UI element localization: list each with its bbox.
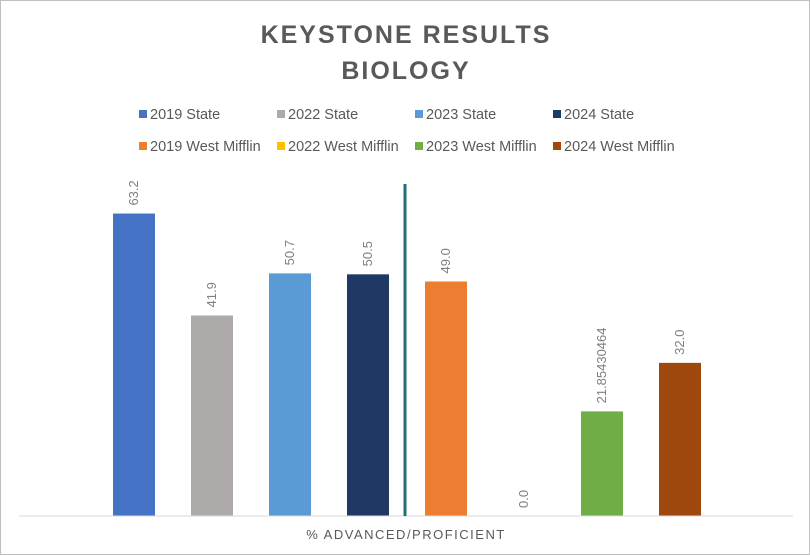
- data-label-group: 63.2 41.9 50.7 50.5 49.0 0.0 21.85430464 32.0: [126, 180, 687, 508]
- data-label: 50.7: [282, 240, 297, 265]
- legend-swatch: [277, 110, 285, 118]
- legend-label: 2019 West Mifflin: [150, 139, 261, 155]
- x-axis-title: % ADVANCED/PROFICIENT: [306, 527, 506, 542]
- bar: [191, 315, 233, 516]
- data-label: 63.2: [126, 180, 141, 205]
- bar: [659, 362, 701, 516]
- legend-swatch: [553, 142, 561, 150]
- legend-swatch: [415, 142, 423, 150]
- legend-swatch: [553, 110, 561, 118]
- legend-label: 2024 State: [564, 107, 634, 123]
- bar-group: [113, 213, 701, 517]
- bar: [581, 411, 623, 516]
- data-label: 41.9: [204, 282, 219, 307]
- chart-title: KEYSTONE RESULTS: [261, 21, 552, 49]
- legend-swatch: [277, 142, 285, 150]
- legend-swatch: [415, 110, 423, 118]
- data-label: 0.0: [516, 490, 531, 508]
- bar: [425, 281, 467, 516]
- legend-label: 2023 State: [426, 107, 496, 123]
- legend-swatch: [139, 142, 147, 150]
- legend-swatch: [139, 110, 147, 118]
- bar: [113, 213, 155, 517]
- legend-label: 2022 State: [288, 107, 358, 123]
- chart-subtitle: BIOLOGY: [341, 57, 470, 85]
- legend-label: 2023 West Mifflin: [426, 139, 537, 155]
- legend-label: 2024 West Mifflin: [564, 139, 675, 155]
- bar: [347, 274, 389, 516]
- bar: [269, 273, 311, 516]
- data-label: 32.0: [672, 330, 687, 355]
- legend-label: 2019 State: [150, 107, 220, 123]
- data-label: 49.0: [438, 248, 453, 273]
- legend-label: 2022 West Mifflin: [288, 139, 399, 155]
- legend: 2019 State 2022 State 2023 State 2024 State…: [139, 107, 675, 155]
- data-label: 21.85430464: [594, 327, 609, 403]
- data-label: 50.5: [360, 241, 375, 266]
